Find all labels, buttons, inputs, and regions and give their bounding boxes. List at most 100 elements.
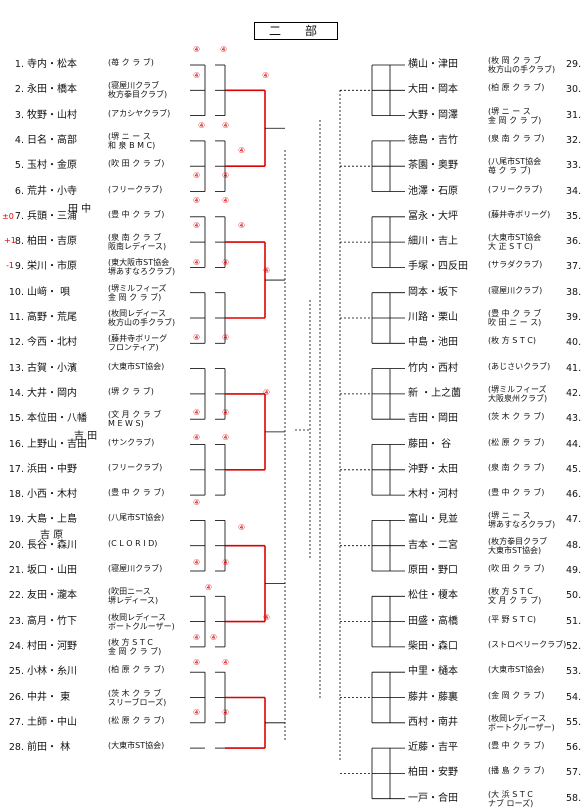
player-names: 横山・津田 [408,59,458,70]
entry-row: 49. 原田・野口 (吹 田 ク ラ ブ) [408,564,583,584]
club-name: (枚方拳目クラブ 大東市ST協会) [488,536,548,555]
annotation-note: 吉 原 [40,530,64,541]
club-name: (大 浜 S T C ナブ ローズ) [488,789,534,808]
entry-row: 29. 横山・津田 (枚 岡 ク ラ ブ 枚方山の手クラブ) [408,56,583,78]
club-name: (豊 中 ク ラ ブ) [488,488,545,498]
player-names: 上野山・吉田 [27,438,87,450]
player-names: 吉本・二宮 [408,539,458,551]
entry-row: 30. 大田・岡本 (柏 原 ク ラ ブ) [408,83,583,103]
entry-row: 33. 茶園・奥野 (八尾市ST協会 苺 ク ラ ブ) [408,157,583,179]
entry-row: 19. 大島・上島 (八尾市ST協会) [0,513,190,533]
annotation-note: 田 中 [68,204,92,215]
club-name: (吹 田 ク ラ ブ) [488,564,545,573]
score-mark: ④ [193,408,200,417]
entry-row: 11. 高野・荒尾 (枚岡レディース 枚方山の手クラブ) [0,309,190,331]
score-mark: ④ [222,708,229,717]
entry-number: 21. [8,565,24,576]
entry-row: 25. 小林・糸川 (柏 原 ク ラ ブ) [0,665,190,685]
club-name: (大東市ST協会 大 正 S T C) [488,233,542,252]
page-title: 二 部 [254,22,338,40]
score-mark: ④ [263,266,270,275]
club-name: (寝屋川クラブ) [488,285,543,295]
club-name: (サンクラブ) [108,437,155,447]
entry-number: 58. [566,792,582,804]
entry-number: 35. [566,210,582,222]
player-names: 大島・上島 [27,514,77,526]
entry-row: 3. 牧野・山村 (アカシヤクラブ) [0,109,190,129]
player-names: 土師・中山 [27,716,77,728]
score-mark: ④ [193,708,200,717]
player-names: 村田・河野 [27,640,77,652]
club-name: (寝屋川クラブ) [108,564,163,573]
player-names: 新 ・上之薗 [408,387,462,399]
entry-number: 26. [8,691,24,703]
entry-row: 4. 日名・高部 (堺 ニ ー ス 和 泉 B M C) [0,132,190,154]
club-name: (フリークラブ) [108,184,163,194]
entry-row: 23. 高月・竹下 (枚岡レディース ボートクルーザー) [0,613,190,635]
entry-number: 28. [8,742,24,754]
player-names: 藤井・藤裏 [408,691,458,703]
entry-row: 10. 山﨑・ 唄 (堺ミルフィーズ 金 岡 ク ラ ブ) [0,283,190,306]
entry-number: 6. [14,185,24,197]
player-names: 栄川・市原 [27,261,77,273]
entry-row: 17. 浜田・中野 (フリークラブ) [0,463,190,483]
club-name: (柏 原 ク ラ ブ) [488,83,545,93]
entry-number: 42. [566,387,582,399]
player-names: 一戸・合田 [408,792,458,804]
player-names: 小林・糸川 [27,666,77,678]
entry-row: 44. 藤田・ 谷 (松 原 ク ラ ブ) [408,438,583,458]
player-names: 中里・樋本 [408,666,458,678]
club-name: (アカシヤクラブ) [108,108,171,118]
score-mark: ④ [262,71,269,80]
score-mark: ④ [222,408,229,417]
entry-row: 55. 西村・南井 (枚岡レディース ボートクルーザー) [408,714,583,736]
entry-number: 41. [566,362,582,374]
player-names: 大田・岡本 [408,84,458,96]
club-name: (堺 ニ ー ス 金 岡 ク ラ ブ) [488,106,542,125]
entry-number: 44. [566,438,582,450]
club-name: (豊 中 ク ラ ブ 吹 田 ニ ー ス) [488,309,542,327]
entry-number: 54. [566,691,582,703]
club-name: (堺ミルフィーズ 金 岡 ク ラ ブ) [108,283,167,302]
club-name: (堺ミルフィーズ 大阪泉州クラブ) [488,384,548,403]
entry-row: 13. 古賀・小濱 (大東市ST協会) [0,362,190,382]
entry-number: 3. [14,109,24,121]
club-name: (枚 方 S T C 文 月 ク ラ ブ) [488,587,542,606]
entry-row: 1. 寺内・松本 (苺 ク ラ ブ) [0,58,190,78]
score-mark: ④ [222,121,229,130]
club-name: (文 月 ク ラ ブ M E W S) [108,410,162,429]
player-names: 本位田・八幡 [27,413,87,425]
player-names: 前田・ 林 [27,742,71,754]
score-mark: ④ [205,583,212,592]
entry-row: 24. 村田・河野 (枚 方 S T C 金 岡 ク ラ ブ) [0,638,190,660]
player-names: 川路・栗山 [408,312,458,323]
club-name: (金 岡 ク ラ ブ) [488,690,545,700]
score-mark: ④ [222,658,229,667]
entry-number: 51. [566,615,582,627]
player-names: 細川・吉上 [408,236,458,248]
score-mark: ④ [222,333,229,342]
score-mark: ④ [198,121,205,130]
entry-number: 18. [8,489,24,501]
club-name: (寝屋川クラブ 枚方拳目クラブ) [108,81,168,100]
entry-number: 14. [8,387,24,399]
player-names: 古賀・小濱 [27,362,77,374]
entry-row: 2. 永田・橋本 (寝屋川クラブ 枚方拳目クラブ) [0,81,190,103]
entry-row: 20. 長谷・森川 (C L O R I D) [0,539,190,559]
entry-row: 40. 中島・池田 (枚 方 S T C) [408,336,583,356]
club-name: (柏 原 ク ラ ブ) [108,665,165,675]
entry-number: 16. [8,438,24,450]
entry-row: 35. 冨永・大坪 (藤井寺ボリーグ) [408,210,583,230]
entry-number: 10. [8,286,24,298]
player-names: 冨永・大坪 [408,210,458,222]
entry-number: 24. [8,640,24,652]
entry-row: 16. 上野山・吉田 (サンクラブ) [0,438,190,458]
entry-row: 36. 細川・吉上 (大東市ST協会 大 正 S T C) [408,233,583,255]
club-name: (茨 木 ク ラ ブ スリーブローズ) [108,688,167,707]
club-name: (豊 中 ク ラ ブ) [108,488,165,498]
entry-row: 12. 今西・北村 (藤井寺ボリーグ フロンティア) [0,334,190,356]
player-names: 大野・岡澤 [408,109,458,121]
entry-row: 45. 沖野・太田 (泉 南 ク ラ ブ) [408,463,583,483]
side-mark: -1 [6,261,14,270]
